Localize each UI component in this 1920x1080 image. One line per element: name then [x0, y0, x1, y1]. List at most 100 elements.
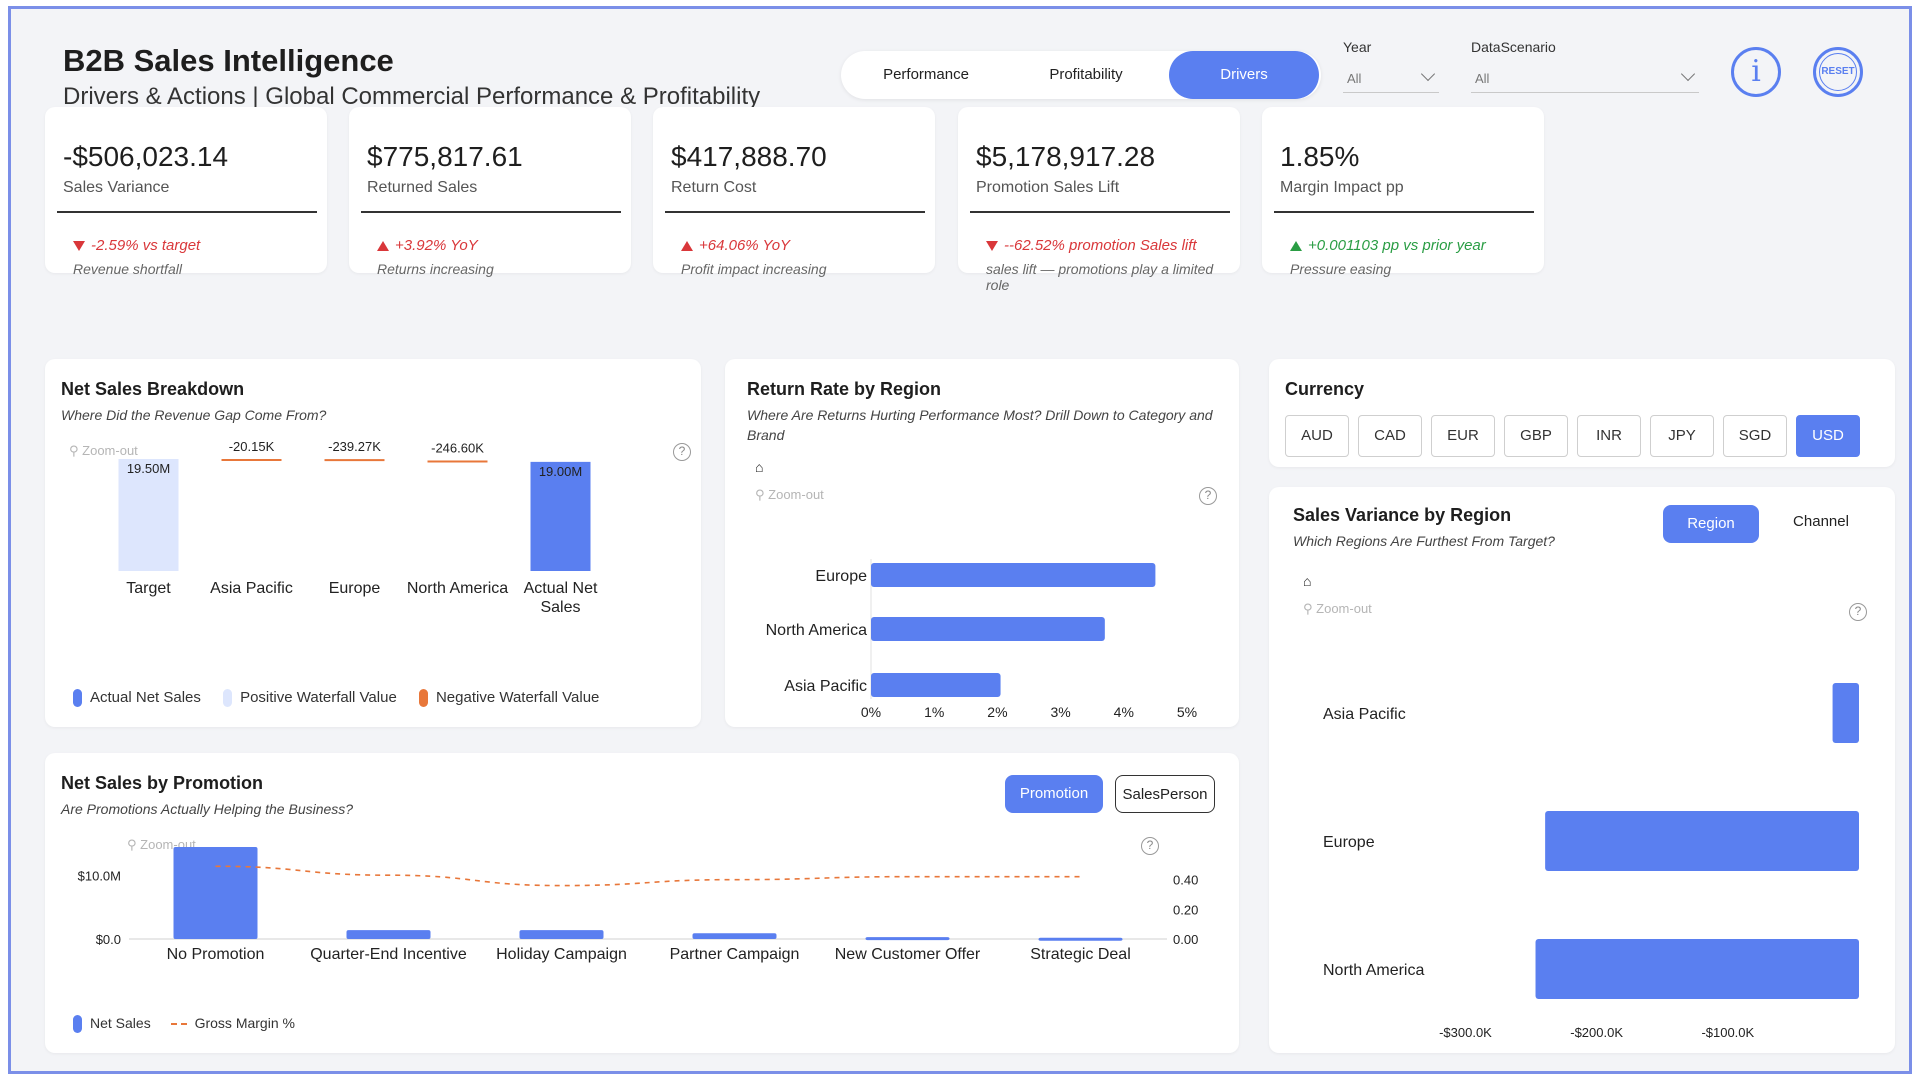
tab-drivers[interactable]: Drivers — [1169, 51, 1319, 99]
variance-toggle-channel[interactable]: Channel — [1793, 513, 1849, 530]
kpi-label: Sales Variance — [63, 179, 170, 196]
variance-toggle-region[interactable]: Region — [1663, 505, 1759, 543]
kpi-value: $5,178,917.28 — [976, 141, 1156, 172]
scenario-filter-label: DataScenario — [1471, 39, 1556, 55]
zoom-out-label: Zoom-out — [1316, 601, 1372, 616]
currency-option-cad[interactable]: CAD — [1358, 415, 1422, 457]
arrow-up-icon — [377, 241, 389, 252]
promotion-bar[interactable] — [1038, 937, 1123, 941]
zoom-out-label: Zoom-out — [82, 443, 138, 458]
currency-option-eur[interactable]: EUR — [1431, 415, 1495, 457]
waterfall-title: Net Sales Breakdown — [61, 379, 245, 399]
kpi-note: Returns increasing — [377, 261, 494, 277]
arrow-up-icon — [1290, 241, 1302, 252]
page-subtitle: Drivers & Actions | Global Commercial Pe… — [63, 83, 761, 110]
zoom-out-button[interactable]: ⚲ Zoom-out — [69, 443, 138, 459]
kpi-card: $417,888.70 Return Cost +64.06% YoY Prof… — [653, 107, 935, 277]
gross-margin-line[interactable] — [215, 865, 1081, 887]
waterfall-bar[interactable] — [118, 459, 179, 571]
reset-button[interactable]: RESET — [1813, 47, 1863, 97]
kpi-delta-row: --62.52% promotion Sales lift — [986, 237, 1197, 254]
variance-subtitle: Which Regions Are Furthest From Target? — [1293, 533, 1555, 549]
help-icon[interactable]: ? — [1141, 837, 1159, 855]
kpi-value: 1.85% — [1280, 141, 1360, 172]
search-icon: ⚲ — [755, 487, 765, 502]
promotion-right-tick-label: 0.00 — [1173, 932, 1198, 947]
scenario-filter-dropdown[interactable]: All — [1471, 63, 1699, 93]
help-icon[interactable]: ? — [1199, 487, 1217, 505]
promotion-bar[interactable] — [865, 937, 950, 941]
promotion-bar[interactable] — [173, 847, 258, 939]
kpi-delta: +64.06% YoY — [699, 237, 791, 254]
chevron-down-icon — [1420, 66, 1436, 82]
currency-option-inr[interactable]: INR — [1577, 415, 1641, 457]
waterfall-bar[interactable] — [427, 460, 488, 463]
promotion-category-label: Holiday Campaign — [496, 946, 627, 963]
variance-bar[interactable] — [1545, 811, 1859, 871]
year-filter-dropdown[interactable]: All — [1343, 63, 1439, 93]
tab-profitability[interactable]: Profitability — [1049, 66, 1123, 83]
waterfall-bar[interactable] — [324, 459, 385, 462]
kpi-delta: -2.59% vs target — [91, 237, 201, 254]
net-sales-promotion-card: Net Sales by Promotion Are Promotions Ac… — [45, 753, 1239, 1053]
kpi-label: Returned Sales — [367, 179, 478, 196]
dashboard-frame: B2B Sales Intelligence Drivers & Actions… — [8, 6, 1912, 1074]
variance-bar[interactable] — [1832, 683, 1859, 743]
kpi-value: -$506,023.14 — [63, 141, 229, 172]
promotion-bar[interactable] — [346, 930, 431, 939]
return-rate-bar[interactable] — [871, 563, 1156, 587]
search-icon: ⚲ — [1303, 601, 1313, 616]
kpi-value: $775,817.61 — [367, 141, 523, 172]
legend-positive: Positive Waterfall Value — [240, 689, 397, 706]
waterfall-data-label: -20.15K — [229, 439, 275, 454]
home-icon[interactable]: ⌂ — [755, 459, 764, 475]
promotion-bar[interactable] — [519, 930, 604, 939]
zoom-out-button[interactable]: ⚲ Zoom-out — [755, 487, 824, 503]
home-icon[interactable]: ⌂ — [1303, 573, 1312, 589]
promotion-toggle-salesperson[interactable]: SalesPerson — [1115, 775, 1215, 813]
promotion-right-tick-label: 0.40 — [1173, 873, 1198, 888]
promotion-left-tick-label: $0.0 — [96, 932, 121, 947]
promotion-subtitle: Are Promotions Actually Helping the Busi… — [61, 801, 354, 817]
legend-swatch-actual — [73, 689, 82, 708]
currency-option-gbp[interactable]: GBP — [1504, 415, 1568, 457]
promotion-bar[interactable] — [692, 933, 777, 939]
waterfall-category-label: Target — [126, 580, 171, 597]
promotion-category-label: Quarter-End Incentive — [310, 946, 467, 963]
kpi-note: Revenue shortfall — [73, 261, 182, 277]
kpi-value: $417,888.70 — [671, 141, 827, 172]
return-rate-tick-label: 5% — [1177, 704, 1197, 719]
promotion-category-label: Strategic Deal — [1030, 946, 1131, 963]
kpi-divider — [361, 211, 621, 213]
legend-negative: Negative Waterfall Value — [435, 689, 600, 706]
variance-bar[interactable] — [1535, 939, 1859, 999]
promotion-right-tick-label: 0.20 — [1173, 902, 1198, 917]
info-icon[interactable]: i — [1731, 47, 1781, 97]
kpi-card: 1.85% Margin Impact pp +0.001103 pp vs p… — [1262, 107, 1544, 277]
return-rate-tick-label: 2% — [987, 704, 1007, 719]
waterfall-category-label: North America — [407, 580, 508, 597]
return-rate-bar[interactable] — [871, 617, 1105, 641]
currency-option-jpy[interactable]: JPY — [1650, 415, 1714, 457]
search-icon: ⚲ — [127, 837, 137, 852]
year-filter-value: All — [1347, 71, 1362, 86]
variance-tick-label: -$100.0K — [1701, 1025, 1754, 1040]
currency-option-sgd[interactable]: SGD — [1723, 415, 1787, 457]
variance-tick-label: -$200.0K — [1570, 1025, 1623, 1040]
waterfall-category-label: Europe — [329, 580, 381, 597]
waterfall-bar[interactable] — [221, 459, 282, 461]
variance-category-label: North America — [1323, 962, 1424, 979]
return-rate-bar[interactable] — [871, 673, 1001, 697]
help-icon[interactable]: ? — [1849, 603, 1867, 621]
waterfall-data-label: -246.60K — [431, 440, 484, 455]
currency-option-aud[interactable]: AUD — [1285, 415, 1349, 457]
promotion-left-tick-label: $10.0M — [78, 869, 121, 884]
promotion-toggle-promotion[interactable]: Promotion — [1005, 775, 1103, 813]
zoom-out-button[interactable]: ⚲ Zoom-out — [1303, 601, 1372, 617]
currency-option-usd[interactable]: USD — [1796, 415, 1860, 457]
help-icon[interactable]: ? — [673, 443, 691, 461]
legend-swatch-negative — [418, 689, 428, 708]
waterfall-bar[interactable] — [530, 461, 591, 571]
tab-performance[interactable]: Performance — [883, 66, 969, 83]
variance-tick-label: -$300.0K — [1439, 1025, 1492, 1040]
